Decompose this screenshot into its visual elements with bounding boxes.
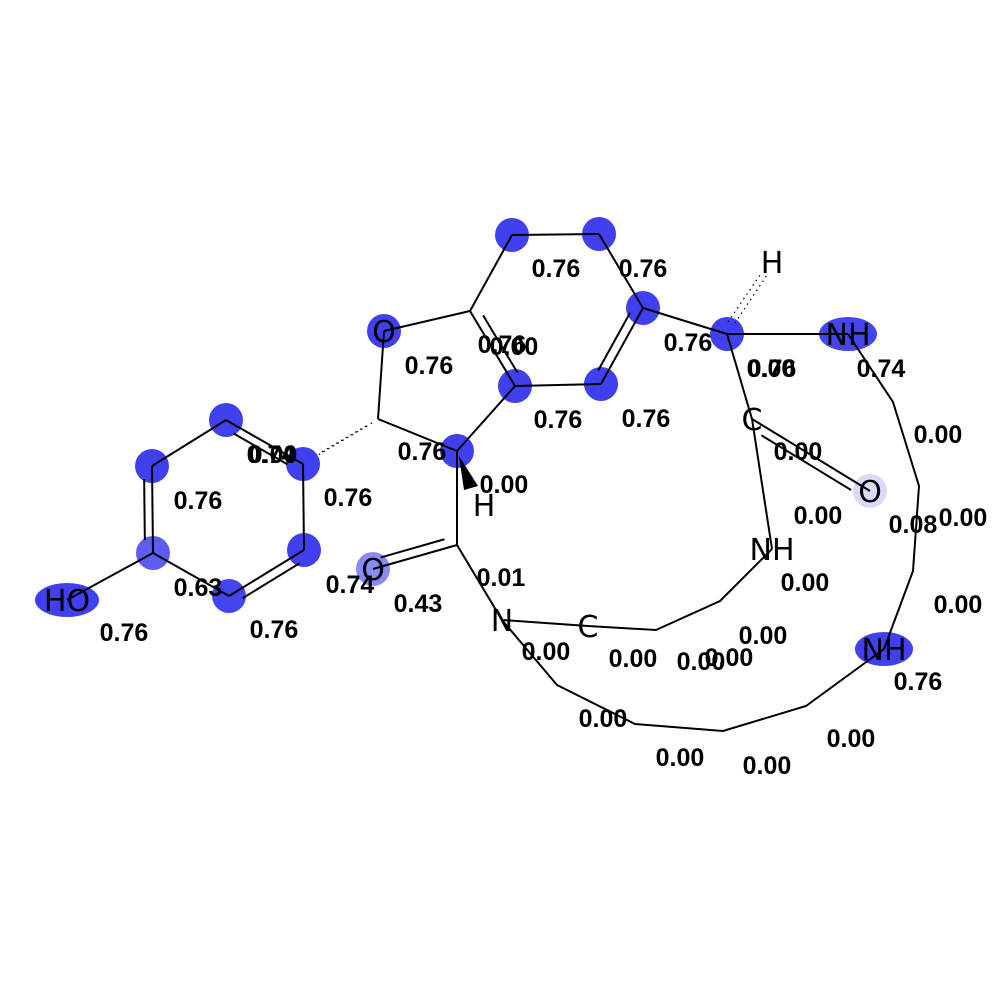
macrocycle-chain-2	[587, 548, 773, 632]
bond-18	[228, 549, 305, 597]
hashed-wedge-bond	[317, 422, 373, 456]
score-label: 0.63	[174, 574, 223, 602]
score-label: 0.76	[534, 406, 583, 434]
atom-label-a12: H	[761, 246, 784, 281]
atom-label-a10: H	[473, 489, 496, 524]
score-label: 0.00	[490, 333, 539, 361]
bond-5	[469, 234, 513, 312]
bond-double-18	[242, 562, 301, 600]
bond-8	[377, 418, 458, 452]
bond-double-13	[760, 434, 852, 491]
bond-double-2	[597, 312, 631, 372]
bond-double-4	[482, 314, 519, 373]
bond-10	[642, 307, 728, 335]
atom-label-a25: O	[361, 553, 385, 588]
score-label: 0.76	[174, 487, 223, 515]
score-label: 0.76	[478, 331, 527, 359]
score-label: 0.00	[743, 752, 792, 780]
bond-4	[469, 310, 516, 387]
score-label: 0.00	[934, 591, 983, 619]
bond-1	[598, 233, 644, 309]
hashed-wedge-bond-2	[727, 271, 768, 324]
bond-3	[514, 383, 602, 387]
atom-label-a15: O	[858, 475, 882, 510]
bond-19	[302, 463, 305, 551]
bond-17	[152, 552, 230, 597]
score-label: 0.00	[609, 645, 658, 673]
atom-label-a28: C	[578, 610, 599, 645]
bond-6	[383, 310, 471, 332]
score-label: 0.00	[522, 638, 571, 666]
score-label: 0.01	[477, 564, 526, 592]
score-labels: 0.76 0.760.760.760.760.000.760.760.740.00…	[100, 255, 988, 780]
score-label: 0.76	[100, 619, 149, 647]
solid-wedge-bond	[459, 456, 478, 490]
score-label: 0.00	[914, 421, 963, 449]
score-label: 0.00	[794, 502, 843, 530]
score-label: 0.00	[705, 644, 754, 672]
bond-20	[225, 419, 304, 465]
atom-label-a27: N	[491, 604, 513, 639]
atom-label-a24: HO	[44, 584, 90, 619]
bond-double-25	[380, 538, 445, 559]
bond-13	[751, 418, 871, 492]
score-label: 0.74	[857, 355, 906, 383]
bond-inner-22	[143, 479, 146, 541]
score-label: 0.74	[247, 441, 296, 469]
score-label: 0.76	[405, 352, 454, 380]
score-label: 0.76	[324, 484, 373, 512]
bond-2	[600, 307, 644, 385]
score-label: 0.00	[579, 705, 628, 733]
bond-7	[377, 330, 385, 420]
score-label: 0.76	[664, 329, 713, 357]
score-label: 0.76	[622, 405, 671, 433]
score-label: 0.76	[532, 255, 581, 283]
score-label: 0.00	[656, 744, 705, 772]
macrocycle-chain-0	[847, 333, 921, 650]
score-label: 0.76	[894, 668, 943, 696]
macrocycle-chain-1	[501, 619, 885, 733]
atom-labels: O H H NH C O NH NH HO O N C	[44, 246, 907, 668]
bond-12	[726, 333, 753, 420]
score-label: 0.00	[774, 438, 823, 466]
score-label: 0.76	[398, 438, 447, 466]
score-label: 0.00	[747, 355, 796, 383]
atom-label-a14: C	[742, 403, 763, 438]
score-label: 0.43	[394, 590, 443, 618]
score-label: 0.76	[748, 355, 797, 383]
bond-inner-21	[233, 432, 288, 466]
bonds	[66, 233, 921, 733]
bond-25	[372, 544, 458, 570]
atom-label-a7: O	[372, 315, 396, 350]
atom-label-a17: NH	[862, 633, 907, 668]
bond-14	[751, 418, 773, 550]
score-label: 0.76	[619, 255, 668, 283]
bond-26	[456, 544, 503, 621]
bond-9	[456, 385, 516, 452]
bond-0	[511, 233, 600, 236]
score-label: 0.76	[250, 616, 299, 644]
score-label: 0.00	[480, 471, 529, 499]
score-label: 0.00	[249, 441, 298, 469]
score-label: 0.08	[889, 511, 938, 539]
score-label: 0.00	[827, 725, 876, 753]
score-label: 0.74	[326, 571, 375, 599]
bond-27	[501, 619, 589, 627]
score-label: 0.00	[677, 648, 726, 676]
atom-label-a13: NH	[826, 318, 871, 353]
score-label: 0.00	[939, 504, 988, 532]
atom-label-a16: NH	[750, 533, 795, 568]
bond-23	[66, 552, 154, 601]
score-label: 0.00	[781, 569, 830, 597]
bond-15	[151, 419, 227, 467]
bond-16	[151, 465, 154, 554]
score-label: 0.00	[739, 622, 788, 650]
